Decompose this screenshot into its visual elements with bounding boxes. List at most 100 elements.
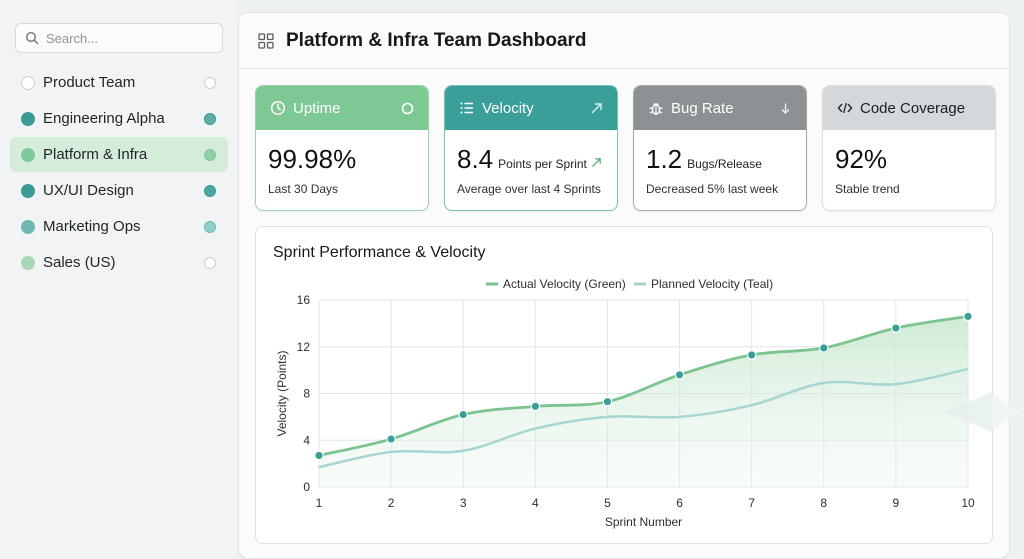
y-tick-label: 8: [303, 387, 310, 401]
sidebar-item-label: Sales (US): [43, 254, 116, 271]
legend-label-actual: Actual Velocity (Green): [503, 277, 626, 291]
actual-velocity-point: [746, 350, 757, 360]
sidebar: Product Team Engineering Alpha Platform & …: [0, 0, 236, 559]
code-icon: [837, 102, 853, 114]
x-axis-label: Sprint Number: [605, 515, 682, 529]
search-input[interactable]: [46, 30, 216, 46]
x-tick-label: 4: [532, 496, 539, 510]
team-color-dot: [21, 75, 35, 90]
bug-rate-value: 1.2: [646, 144, 683, 174]
sidebar-item-sales-us[interactable]: Sales (US): [10, 245, 228, 280]
uptime-card-title: Uptime: [293, 99, 341, 117]
list-icon: [460, 102, 473, 114]
carousel-arrow-icon[interactable]: [944, 390, 1020, 434]
y-tick-label: 0: [303, 480, 310, 494]
code-coverage-subtitle: Stable trend: [835, 182, 900, 196]
sidebar-item-label: Engineering Alpha: [43, 110, 165, 127]
sidebar-item-engineering-alpha[interactable]: Engineering Alpha: [10, 101, 228, 136]
actual-velocity-point: [530, 401, 541, 412]
search-box[interactable]: [15, 23, 223, 53]
chart-title: Sprint Performance & Velocity: [273, 244, 486, 261]
sidebar-item-marketing-ops[interactable]: Marketing Ops: [10, 209, 228, 244]
y-tick-label: 4: [303, 433, 310, 447]
sidebar-item-label: UX/UI Design: [43, 182, 134, 199]
status-indicator: [204, 112, 216, 125]
x-tick-label: 8: [820, 496, 827, 510]
x-tick-label: 10: [961, 496, 975, 510]
velocity-card-header: Velocity: [445, 86, 617, 130]
velocity-card-title: Velocity: [482, 99, 534, 117]
sidebar-item-ux-ui-design[interactable]: UX/UI Design: [10, 173, 228, 208]
team-nav: Product Team Engineering Alpha Platform & …: [10, 65, 228, 281]
legend-label-planned: Planned Velocity (Teal): [651, 277, 773, 291]
uptime-subtitle: Last 30 Days: [268, 182, 339, 196]
bug-icon: [649, 103, 663, 115]
actual-velocity-point: [963, 311, 973, 322]
actual-velocity-point: [891, 323, 901, 333]
sidebar-item-label: Platform & Infra: [43, 146, 148, 163]
x-tick-label: 1: [316, 496, 323, 510]
sidebar-item-label: Marketing Ops: [43, 218, 141, 235]
uptime-card-header: Uptime: [256, 86, 428, 130]
x-tick-label: 2: [388, 496, 395, 510]
page-title: Platform & Infra Team Dashboard: [286, 29, 587, 51]
search-icon: [25, 31, 39, 45]
arrow-down-icon: [781, 103, 790, 114]
x-tick-label: 6: [676, 496, 683, 510]
trend-up-icon: [591, 158, 601, 168]
actual-velocity-point: [818, 343, 829, 353]
code-coverage-card-title: Code Coverage: [860, 99, 966, 117]
bug-rate-card[interactable]: Bug Rate 1.2 Bugs/Release Decreased 5% l…: [633, 85, 807, 211]
actual-velocity-area: [319, 316, 968, 487]
actual-velocity-point: [386, 434, 396, 444]
status-indicator: [204, 76, 216, 89]
team-color-dot: [21, 111, 35, 126]
x-tick-label: 9: [893, 496, 900, 510]
x-tick-label: 3: [460, 496, 467, 510]
team-color-dot: [21, 147, 35, 162]
actual-velocity-point: [602, 396, 613, 407]
sidebar-item-label: Product Team: [43, 74, 136, 91]
circle-icon: [401, 102, 414, 114]
actual-velocity-point: [458, 409, 469, 420]
sidebar-item-product-team[interactable]: Product Team: [10, 65, 228, 100]
x-tick-label: 7: [748, 496, 755, 510]
bug-rate-card-title: Bug Rate: [671, 99, 734, 117]
y-tick-label: 16: [297, 293, 311, 307]
page-header: Platform & Infra Team Dashboard: [239, 13, 1009, 69]
team-color-dot: [21, 255, 35, 270]
velocity-card[interactable]: Velocity 8.4 Points per Sprint Average o…: [444, 85, 618, 211]
y-tick-label: 12: [297, 340, 311, 354]
actual-velocity-line: [318, 314, 969, 457]
clock-icon: [270, 100, 286, 116]
uptime-card[interactable]: Uptime 99.98% Last 30 Days: [255, 85, 429, 211]
code-coverage-value: 92%: [835, 144, 888, 174]
sidebar-item-platform-infra[interactable]: Platform & Infra: [10, 137, 228, 172]
x-tick-label: 5: [604, 496, 611, 510]
code-coverage-card[interactable]: Code Coverage 92% Stable trend: [822, 85, 996, 211]
velocity-value: 8.4: [457, 144, 494, 174]
actual-velocity-point: [674, 370, 685, 380]
arrow-up-right-icon: [591, 102, 602, 113]
sprint-performance-chart: 0 4 8 12 16 1 2 3 4 5 6 7 8 9 10 Sprint Number Velocity …: [255, 226, 993, 544]
status-indicator: [204, 148, 216, 161]
status-indicator: [204, 220, 216, 233]
main-panel: Platform & Infra Team Dashboard Uptime 9…: [238, 12, 1010, 559]
actual-velocity-point: [314, 450, 324, 461]
team-color-dot: [21, 183, 35, 198]
planned-velocity-line: [318, 367, 969, 469]
team-color-dot: [21, 219, 35, 234]
grid-icon[interactable]: [258, 32, 274, 49]
code-coverage-card-header: Code Coverage: [823, 86, 995, 130]
bug-rate-card-header: Bug Rate: [634, 86, 806, 130]
velocity-unit: Points per Sprint: [498, 157, 587, 171]
kpi-cards: Uptime 99.98% Last 30 Days Veloc: [255, 85, 1009, 211]
bug-rate-unit: Bugs/Release: [687, 157, 762, 171]
status-indicator: [204, 184, 216, 197]
bug-rate-subtitle: Decreased 5% last week: [646, 182, 779, 196]
uptime-value: 99.98%: [268, 144, 357, 174]
velocity-subtitle: Average over last 4 Sprints: [457, 182, 601, 196]
y-axis-label: Velocity (Points): [275, 350, 289, 436]
status-indicator: [204, 256, 216, 269]
